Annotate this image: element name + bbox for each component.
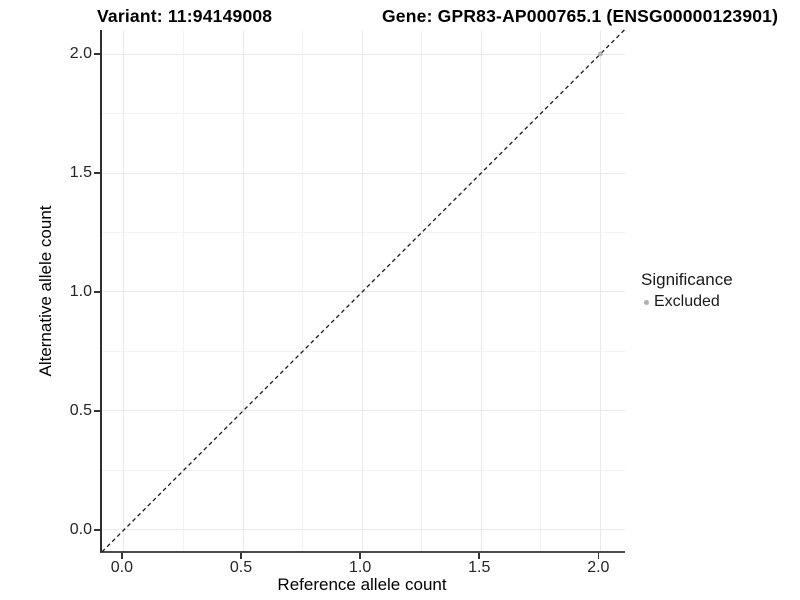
legend-item: Excluded	[641, 293, 733, 311]
x-tick-mark	[240, 553, 242, 559]
x-major-gridline	[599, 30, 601, 551]
x-major-gridline	[242, 30, 244, 551]
x-tick-mark	[478, 553, 480, 559]
x-major-gridline	[123, 30, 125, 551]
y-tick-label: 0.0	[69, 520, 92, 538]
y-minor-gridline	[102, 350, 625, 352]
y-minor-gridline	[102, 469, 625, 471]
y-tick-mark	[94, 529, 100, 531]
y-tick-label: 2.0	[69, 45, 92, 63]
legend-point-swatch	[644, 299, 649, 305]
y-tick-mark	[94, 53, 100, 55]
x-tick-mark	[597, 553, 600, 559]
x-tick-mark	[121, 553, 123, 559]
plot-layer	[101, 29, 625, 553]
x-minor-gridline	[540, 30, 542, 551]
y-tick-mark	[94, 410, 100, 412]
x-major-gridline	[361, 30, 363, 551]
x-tick-mark	[359, 553, 361, 559]
x-tick-label: 2.0	[587, 559, 610, 576]
x-tick-label: 1.0	[348, 559, 372, 576]
legend-title: Significance	[641, 270, 733, 289]
x-minor-gridline	[302, 30, 304, 551]
data-point	[597, 51, 603, 57]
x-minor-gridline	[421, 30, 423, 551]
y-tick-label: 1.0	[69, 282, 92, 300]
legend-items: Excluded	[641, 293, 733, 311]
y-axis-label: Alternative allele count	[36, 205, 55, 377]
y-tick-label: 1.5	[69, 164, 92, 181]
y-major-gridline	[102, 410, 625, 412]
y-tick-mark	[94, 172, 100, 174]
plot-title-gene: Gene: GPR83-AP000765.1 (ENSG00000123901)	[382, 6, 779, 26]
legend-item-label: Excluded	[654, 293, 720, 310]
y-tick-mark	[94, 291, 100, 293]
y-major-gridline	[102, 291, 625, 293]
x-axis-label: Reference allele count	[277, 575, 447, 594]
identity-reference-line	[101, 29, 625, 553]
y-major-gridline	[102, 172, 625, 174]
plot-panel	[100, 29, 625, 553]
x-tick-label: 0.5	[229, 559, 253, 576]
legend: Significance Excluded	[641, 270, 733, 311]
y-major-gridline	[102, 53, 625, 55]
plot-title-variant: Variant: 11:94149008	[97, 6, 273, 26]
x-minor-gridline	[182, 30, 184, 551]
x-tick-label: 1.5	[468, 559, 491, 576]
y-tick-label: 0.5	[69, 401, 92, 419]
y-minor-gridline	[102, 231, 625, 233]
x-major-gridline	[480, 30, 482, 551]
y-major-gridline	[102, 529, 625, 531]
x-tick-label: 0.0	[110, 559, 134, 576]
y-minor-gridline	[102, 113, 625, 115]
